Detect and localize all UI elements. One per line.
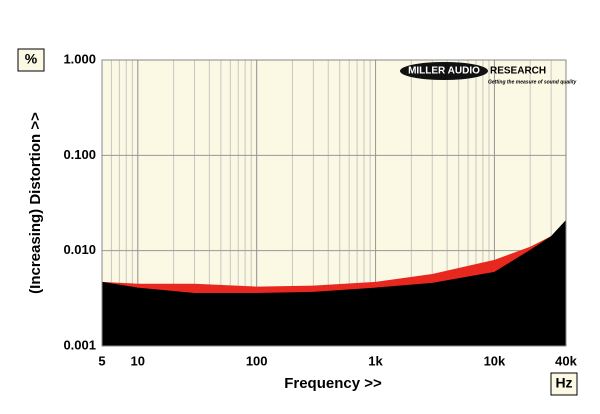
y-tick-label: 0.100 [63, 147, 96, 162]
x-tick-label: 10 [131, 353, 145, 368]
y-unit-box [17, 48, 45, 72]
y-tick-label: 0.010 [63, 242, 96, 257]
logo-name: MILLER AUDIO [408, 66, 480, 77]
plot-frame [101, 59, 567, 347]
logo-name-right: RESEARCH [490, 66, 546, 77]
logo-ellipse [400, 62, 488, 80]
y-axis-label: (Increasing) Distortion >> [27, 112, 44, 294]
area [102, 219, 566, 346]
x-tick-label: 100 [246, 353, 268, 368]
logo-tagline: Getting the measure of sound quality [488, 79, 577, 85]
y-unit: % [25, 51, 38, 67]
x-tick-label: 10k [484, 353, 506, 368]
x-tick-label: 40k [555, 353, 577, 368]
x-tick-label: 5 [98, 353, 105, 368]
x-tick-label: 1k [368, 353, 383, 368]
y-tick-label: 0.001 [63, 337, 96, 352]
x-unit: Hz [555, 375, 572, 391]
areas [102, 219, 566, 346]
x-axis-label: Frequency >> [284, 375, 382, 392]
y-tick-label: 1.000 [63, 51, 96, 66]
x-unit-box [550, 372, 578, 396]
logo: MILLER AUDIO RESEARCH Getting the measur… [400, 62, 577, 85]
